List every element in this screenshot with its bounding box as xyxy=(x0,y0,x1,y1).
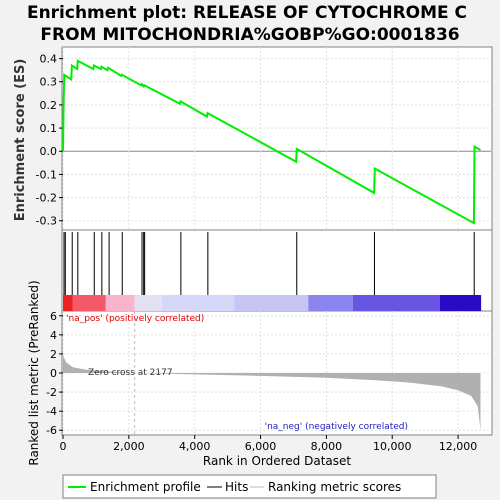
x-tick-label: 6,000 xyxy=(245,440,277,453)
metric-tick-label: 6 xyxy=(50,310,57,323)
rank-heatmap-bar xyxy=(63,295,482,311)
es-tick-label: 0.1 xyxy=(40,122,58,135)
ranking-metric-area xyxy=(63,355,481,431)
legend-profile-label: Enrichment profile xyxy=(90,480,201,494)
heatmap-segment xyxy=(352,295,440,311)
zero-cross-label: Zero cross at 2177 xyxy=(88,368,173,378)
heatmap-segment xyxy=(72,295,106,311)
metric-tick-label: 4 xyxy=(50,329,57,342)
metric-tick-label: -2 xyxy=(46,386,57,399)
es-tick-label: -0.1 xyxy=(36,168,57,181)
x-tick-label: 10,000 xyxy=(373,440,412,453)
chart-title-line-2: FROM MITOCHONDRIA%GOBP%GO:0001836 xyxy=(40,25,459,45)
enrichment-profile-line xyxy=(62,59,482,225)
heatmap-segment xyxy=(134,295,162,311)
x-tick-label: 0 xyxy=(60,440,67,453)
es-tick-label: 0.0 xyxy=(40,145,58,158)
es-tick-label: -0.2 xyxy=(36,192,57,205)
heatmap-segment xyxy=(439,295,482,311)
es-y-ticks: -0.3 -0.2 -0.1 0.0 0.1 0.2 0.3 0.4 xyxy=(36,53,63,228)
metric-y-ticks: -6 -4 -2 0 2 4 6 xyxy=(46,310,63,437)
es-tick-label: -0.3 xyxy=(36,215,57,228)
heatmap-segment xyxy=(105,295,135,311)
metric-tick-label: -4 xyxy=(46,405,57,418)
es-tick-label: 0.4 xyxy=(40,53,58,66)
heatmap-segment xyxy=(308,295,353,311)
es-y-axis-label: Enrichment score (ES) xyxy=(13,59,28,222)
es-tick-label: 0.3 xyxy=(40,76,58,89)
x-axis-label: Rank in Ordered Dataset xyxy=(203,454,351,468)
es-panel xyxy=(61,46,493,231)
metric-y-axis-label: Ranked list metric (PreRanked) xyxy=(27,280,41,465)
legend-box xyxy=(62,474,437,499)
x-tick-label: 8,000 xyxy=(311,440,343,453)
heatmap-segment xyxy=(161,295,235,311)
metric-tick-label: 0 xyxy=(50,367,57,380)
metric-tick-label: -6 xyxy=(46,424,57,437)
metric-tick-label: 2 xyxy=(50,348,57,361)
es-tick-label: 0.2 xyxy=(40,99,58,112)
hit-markers xyxy=(63,232,475,295)
legend: Enrichment profile Hits Ranking metric s… xyxy=(62,474,437,499)
x-tick-label: 12,000 xyxy=(439,440,478,453)
chart-title-line-1: Enrichment plot: RELEASE OF CYTOCHROME C xyxy=(27,3,467,23)
legend-hits-label: Hits xyxy=(225,480,248,494)
heatmap-segment xyxy=(63,295,73,311)
x-tick-label: 2,000 xyxy=(113,440,145,453)
negative-correlation-label: 'na_neg' (negatively correlated) xyxy=(265,422,408,432)
positive-correlation-label: 'na_pos' (positively correlated) xyxy=(66,314,204,324)
x-ticks: 0 2,000 4,000 6,000 8,000 10,000 12,000 xyxy=(60,435,478,453)
heatmap-segment xyxy=(234,295,309,311)
legend-metric-label: Ranking metric scores xyxy=(268,480,401,494)
x-tick-label: 4,000 xyxy=(179,440,211,453)
